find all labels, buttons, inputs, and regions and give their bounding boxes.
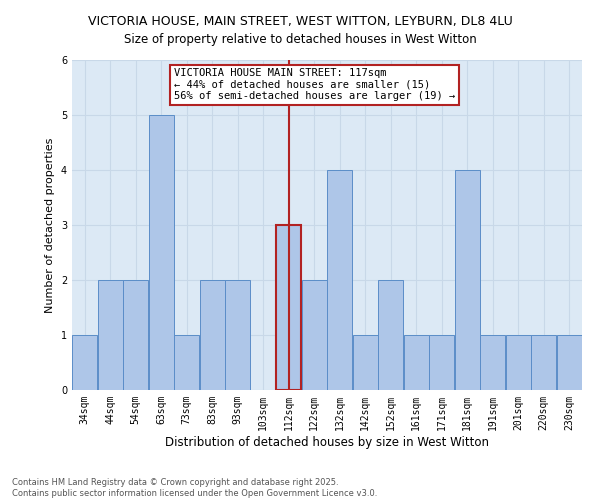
Bar bbox=[532, 335, 556, 390]
X-axis label: Distribution of detached houses by size in West Witton: Distribution of detached houses by size … bbox=[165, 436, 489, 448]
Bar bbox=[124, 280, 148, 390]
Bar bbox=[481, 335, 505, 390]
Bar bbox=[175, 335, 199, 390]
Bar bbox=[277, 225, 301, 390]
Bar bbox=[98, 280, 122, 390]
Bar bbox=[73, 335, 97, 390]
Bar bbox=[557, 335, 581, 390]
Bar bbox=[200, 280, 224, 390]
Bar bbox=[328, 170, 352, 390]
Text: Size of property relative to detached houses in West Witton: Size of property relative to detached ho… bbox=[124, 32, 476, 46]
Y-axis label: Number of detached properties: Number of detached properties bbox=[46, 138, 55, 312]
Bar bbox=[430, 335, 454, 390]
Bar bbox=[302, 280, 326, 390]
Text: VICTORIA HOUSE, MAIN STREET, WEST WITTON, LEYBURN, DL8 4LU: VICTORIA HOUSE, MAIN STREET, WEST WITTON… bbox=[88, 15, 512, 28]
Bar bbox=[404, 335, 428, 390]
Bar bbox=[506, 335, 530, 390]
Text: Contains HM Land Registry data © Crown copyright and database right 2025.
Contai: Contains HM Land Registry data © Crown c… bbox=[12, 478, 377, 498]
Bar bbox=[149, 115, 173, 390]
Bar bbox=[379, 280, 403, 390]
Text: VICTORIA HOUSE MAIN STREET: 117sqm
← 44% of detached houses are smaller (15)
56%: VICTORIA HOUSE MAIN STREET: 117sqm ← 44%… bbox=[174, 68, 455, 102]
Bar bbox=[353, 335, 377, 390]
Bar bbox=[455, 170, 479, 390]
Bar bbox=[226, 280, 250, 390]
